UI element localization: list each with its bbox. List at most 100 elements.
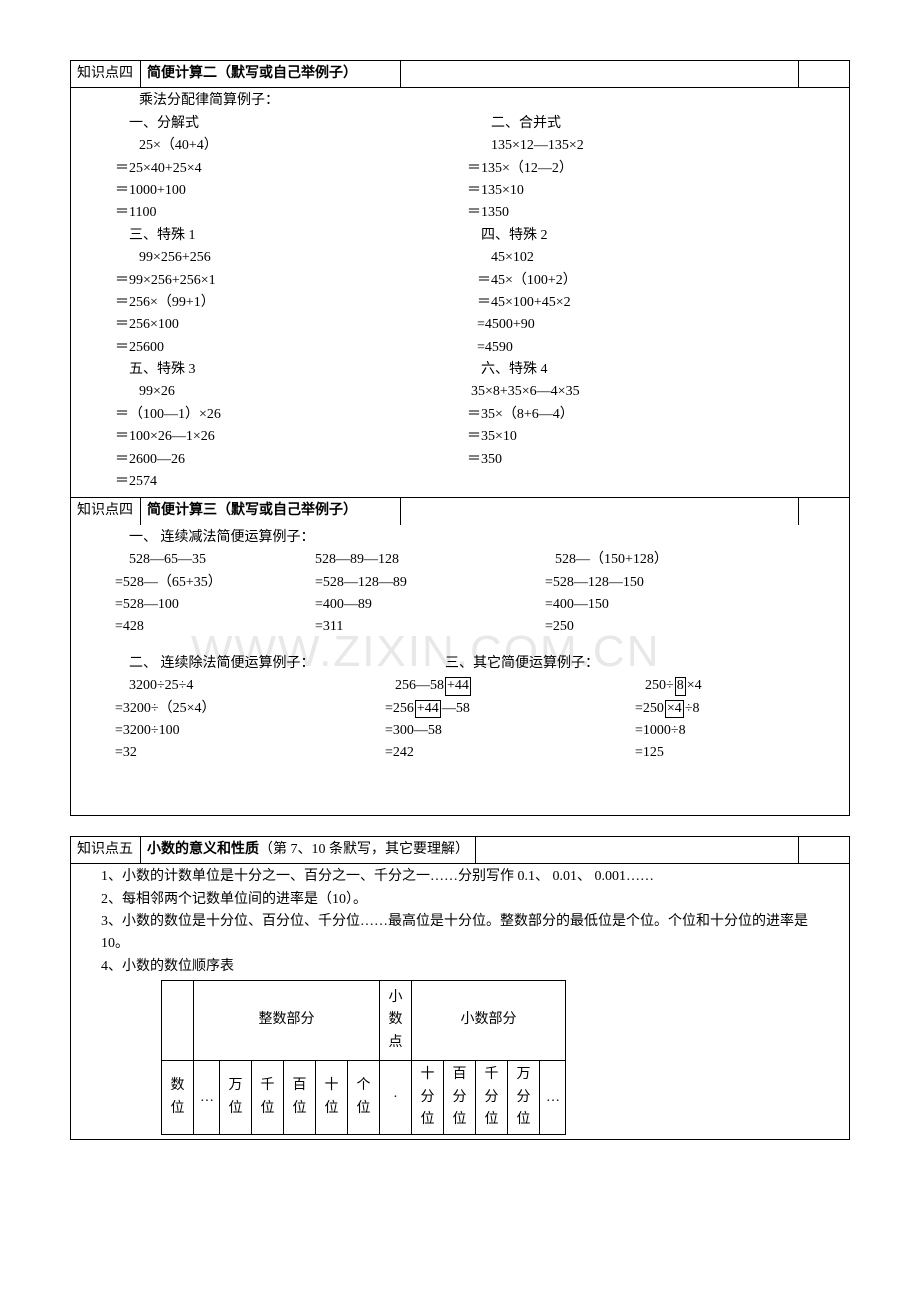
calc-line: ＝1000+100 (115, 180, 477, 202)
t: =256 (385, 701, 414, 716)
t: =250 (635, 701, 664, 716)
table-row: 整数部分 小数点 小数部分 (162, 981, 566, 1061)
calc-line: =32 (115, 742, 395, 764)
calc-line: =400—150 (545, 594, 839, 616)
calc-line: 528—89—128 (315, 549, 515, 571)
section-content: 1、小数的计数单位是十分之一、百分之一、千分之一……分别写作 0.1、 0.01… (71, 864, 849, 1139)
t: 256—58 (395, 678, 444, 693)
spacer (115, 765, 839, 811)
subheading: 三、特殊 1 (115, 225, 477, 247)
col-b: 256—58+44 =256+44—58 =300—58 =242 (395, 675, 595, 765)
calc-line: =3200÷（25×4） (115, 698, 395, 720)
calc-line: 99×26 (115, 381, 477, 403)
cell: 千分位 (476, 1061, 508, 1135)
subheading: 三、其它简便运算例子： (415, 653, 839, 675)
para: 4、小数的数位顺序表 (101, 956, 839, 978)
cell: … (540, 1061, 566, 1135)
cell-blank (162, 981, 194, 1061)
cell-dot: · (380, 1061, 412, 1135)
cell: 数位 (162, 1061, 194, 1135)
header-spacer (476, 837, 799, 863)
col-a: 528—65—35 =528—（65+35） =528—100 =428 (115, 549, 315, 639)
calc-line: ＝1100 (115, 202, 477, 224)
calc-line: 99×256+256 (115, 247, 477, 269)
subheading: 四、特殊 2 (467, 225, 839, 247)
para: 1、小数的计数单位是十分之一、百分之一、千分之一……分别写作 0.1、 0.01… (101, 866, 839, 888)
calc-line: ＝25600 (115, 337, 477, 359)
header-spacer (799, 61, 849, 87)
boxed: +44 (415, 700, 441, 719)
calc-line: 3200÷25÷4 (115, 675, 395, 697)
header-spacer (401, 498, 799, 524)
calc-line: ＝256×（99+1） (115, 292, 477, 314)
title-bold: 小数的意义和性质 (147, 842, 259, 857)
calc-line: ＝45×（100+2） (477, 270, 839, 292)
subheading: 六、特殊 4 (467, 359, 839, 381)
calc-line: =1000÷8 (635, 720, 839, 742)
para: 3、小数的数位是十分位、百分位、千分位……最高位是十分位。整数部分的最低位是个位… (101, 911, 839, 956)
calc-line: =300—58 (385, 720, 595, 742)
spacer (115, 639, 839, 653)
section-header: 知识点四 简便计算二（默写或自己举例子） (71, 61, 849, 88)
boxed: 8 (675, 677, 686, 696)
section-content: WWW.ZIXIN.COM.CN 一、 连续减法简便运算例子： 528—65—3… (71, 525, 849, 815)
col-c: 250÷8×4 =250×4÷8 =1000÷8 =125 (595, 675, 839, 765)
cell: … (194, 1061, 220, 1135)
calc-line: =125 (635, 742, 839, 764)
calc-line: 256—58+44 (395, 675, 595, 697)
section-label: 知识点四 (71, 61, 141, 87)
calc-line: ＝1350 (467, 202, 839, 224)
division-row: 3200÷25÷4 =3200÷（25×4） =3200÷100 =32 256… (115, 675, 839, 765)
section-label: 知识点五 (71, 837, 141, 863)
section-content: 乘法分配律简算例子： 一、分解式 25×（40+4） ＝25×40+25×4 ＝… (71, 88, 849, 497)
col-a: 3200÷25÷4 =3200÷（25×4） =3200÷100 =32 (115, 675, 395, 765)
calc-line: =4590 (477, 337, 839, 359)
calc-line: ＝350 (467, 449, 839, 471)
calc-line: ＝100×26—1×26 (115, 426, 477, 448)
calc-line: 45×102 (467, 247, 839, 269)
calc-line: =311 (315, 616, 515, 638)
calc-line: 25×（40+4） (115, 135, 477, 157)
calc-line: 135×12—135×2 (467, 135, 839, 157)
place-value-table: 整数部分 小数点 小数部分 数位 … 万位 千位 百位 十位 个位 ·十分位 百… (161, 980, 566, 1135)
calc-line: =528—100 (115, 594, 315, 616)
right-column: 二、合并式 135×12—135×2 ＝135×（12—2） ＝135×10 ＝… (477, 113, 839, 494)
calc-line: 250÷8×4 (645, 675, 839, 697)
section-title: 简便计算三（默写或自己举例子） (141, 498, 401, 524)
boxed: ×4 (665, 700, 684, 719)
calc-line: =400—89 (315, 594, 515, 616)
t: ÷8 (685, 701, 700, 716)
cell: 百位 (284, 1061, 316, 1135)
section-title: 简便计算二（默写或自己举例子） (141, 61, 401, 87)
cell-integer: 整数部分 (194, 981, 380, 1061)
calc-line: ＝2574 (115, 471, 477, 493)
cell: 个位 (348, 1061, 380, 1135)
calc-line: ＝（100—1）×26 (115, 404, 477, 426)
header-spacer (401, 61, 799, 87)
t: ×4 (687, 678, 702, 693)
cell: 百分位 (444, 1061, 476, 1135)
calc-line: =3200÷100 (115, 720, 395, 742)
calc-line: =250×4÷8 (635, 698, 839, 720)
intro: 乘法分配律简算例子： (115, 90, 839, 112)
cell-decimal: 小数部分 (412, 981, 566, 1061)
col-b: 528—89—128 =528—128—89 =400—89 =311 (315, 549, 515, 639)
heading-row: 二、 连续除法简便运算例子： 三、其它简便运算例子： (115, 653, 839, 675)
calc-line: =4500+90 (477, 314, 839, 336)
calc-line: =256+44—58 (385, 698, 595, 720)
calc-line: 35×8+35×6—4×35 (467, 381, 839, 403)
col-c: 528—（150+128） =528—128—150 =400—150 =250 (515, 549, 839, 639)
example-row: 一、分解式 25×（40+4） ＝25×40+25×4 ＝1000+100 ＝1… (115, 113, 839, 494)
para: 2、每相邻两个记数单位间的进率是（10）。 (101, 889, 839, 911)
section-divider-row: 知识点四 简便计算三（默写或自己举例子） (71, 497, 849, 524)
calc-line: 528—（150+128） (555, 549, 839, 571)
calc-line: ＝135×（12—2） (467, 158, 839, 180)
subtraction-row: 528—65—35 =528—（65+35） =528—100 =428 528… (115, 549, 839, 639)
cell: 万位 (220, 1061, 252, 1135)
calc-line: =428 (115, 616, 315, 638)
cell: 十位 (316, 1061, 348, 1135)
subheading: 二、 连续除法简便运算例子： (115, 653, 415, 675)
cell-dot-head: 小数点 (380, 981, 412, 1061)
section-calc-2: 知识点四 简便计算二（默写或自己举例子） 乘法分配律简算例子： 一、分解式 25… (70, 60, 850, 816)
header-spacer (799, 837, 849, 863)
